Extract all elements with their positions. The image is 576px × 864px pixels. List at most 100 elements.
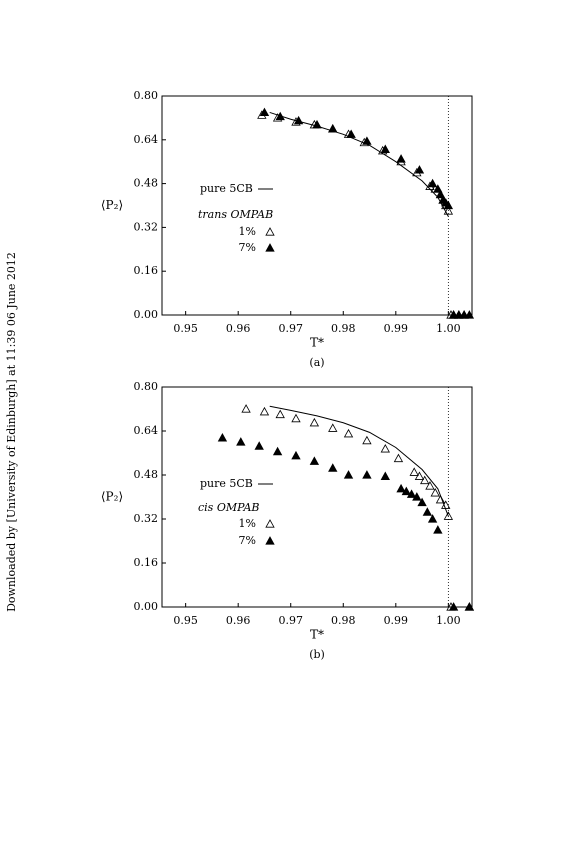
marker [412, 492, 422, 501]
legend-marker [265, 227, 275, 236]
x-tick-label: 0.98 [331, 322, 356, 335]
y-tick-label: 0.80 [134, 380, 159, 393]
y-tick-label: 0.80 [134, 89, 159, 102]
y-tick-label: 0.32 [134, 512, 159, 525]
x-tick-label: 0.98 [331, 614, 356, 627]
marker [464, 310, 475, 319]
y-tick-label: 0.64 [134, 424, 159, 437]
marker [362, 136, 372, 145]
curve [269, 111, 449, 217]
marker [380, 444, 390, 453]
y-tick-label: 0.32 [134, 220, 159, 233]
marker [291, 450, 301, 460]
x-tick-label: 0.99 [384, 614, 409, 627]
y-tick-label: 0.00 [134, 308, 159, 321]
marker [309, 417, 320, 427]
marker [346, 129, 356, 138]
y-tick-label: 0.48 [134, 177, 159, 190]
marker [396, 483, 406, 493]
marker [433, 184, 443, 193]
legend-label: 1% [239, 517, 256, 530]
marker [427, 514, 438, 523]
y-axis-label: ⟨P₂⟩ [101, 198, 123, 212]
marker [293, 115, 304, 125]
marker [417, 497, 427, 507]
marker [291, 413, 301, 423]
marker [259, 107, 270, 117]
marker [441, 500, 451, 509]
marker [241, 404, 251, 413]
legend-marker [265, 536, 275, 545]
x-tick-label: 0.99 [384, 322, 409, 335]
download-note: Downloaded by [University of Edinburgh] … [5, 252, 18, 612]
x-tick-label: 0.96 [226, 322, 251, 335]
marker [422, 507, 433, 516]
marker [275, 409, 285, 419]
legend-marker [265, 519, 275, 528]
marker [309, 456, 320, 465]
marker [362, 470, 372, 479]
legend-marker [265, 243, 275, 252]
y-tick-label: 0.48 [134, 468, 159, 481]
marker [433, 525, 443, 534]
marker [464, 602, 475, 611]
marker [272, 446, 283, 456]
x-tick-label: 0.96 [226, 614, 251, 627]
marker [343, 428, 354, 438]
legend-label: 7% [239, 241, 256, 254]
marker [343, 470, 354, 479]
marker [396, 154, 406, 163]
marker [430, 488, 440, 497]
marker [328, 423, 338, 432]
marker [328, 124, 338, 133]
x-axis-label: T* [310, 336, 324, 350]
marker [443, 206, 454, 215]
y-tick-label: 0.16 [134, 556, 159, 569]
marker [312, 119, 322, 129]
marker [448, 602, 459, 611]
marker [362, 435, 372, 445]
x-tick-label: 0.97 [278, 322, 303, 335]
plot-frame [161, 95, 473, 316]
marker [425, 481, 435, 490]
marker [409, 467, 419, 476]
marker [328, 463, 338, 472]
marker [259, 406, 270, 416]
marker [435, 189, 446, 199]
marker [443, 200, 454, 210]
x-tick-label: 0.95 [173, 614, 198, 627]
marker [435, 494, 446, 504]
y-axis-label: ⟨P₂⟩ [101, 490, 123, 504]
marker [427, 178, 438, 188]
y-tick-label: 0.16 [134, 264, 159, 277]
curve [269, 405, 449, 517]
legend-title: trans OMPAB [198, 208, 273, 221]
marker [380, 471, 390, 480]
marker [414, 471, 425, 480]
caption: (b) [309, 648, 325, 661]
caption: (a) [309, 356, 324, 369]
x-tick-label: 0.95 [173, 322, 198, 335]
x-tick-label: 1.00 [436, 614, 461, 627]
legend-label: pure 5CB [200, 477, 253, 490]
marker [236, 437, 246, 446]
y-tick-label: 0.64 [134, 133, 159, 146]
legend-label: 1% [239, 225, 256, 238]
legend-label: pure 5CB [200, 182, 253, 195]
x-tick-label: 0.97 [278, 614, 303, 627]
marker [254, 441, 264, 450]
marker [217, 433, 228, 442]
marker [275, 111, 285, 121]
marker [414, 165, 425, 174]
marker [420, 475, 430, 485]
legend-title: cis OMPAB [198, 501, 260, 514]
x-tick-label: 1.00 [436, 322, 461, 335]
marker [380, 144, 390, 153]
marker [406, 489, 417, 498]
legend-label: 7% [239, 534, 256, 547]
x-axis-label: T* [310, 628, 324, 642]
marker [401, 486, 412, 496]
plot-frame [161, 386, 473, 608]
y-tick-label: 0.00 [134, 600, 159, 613]
